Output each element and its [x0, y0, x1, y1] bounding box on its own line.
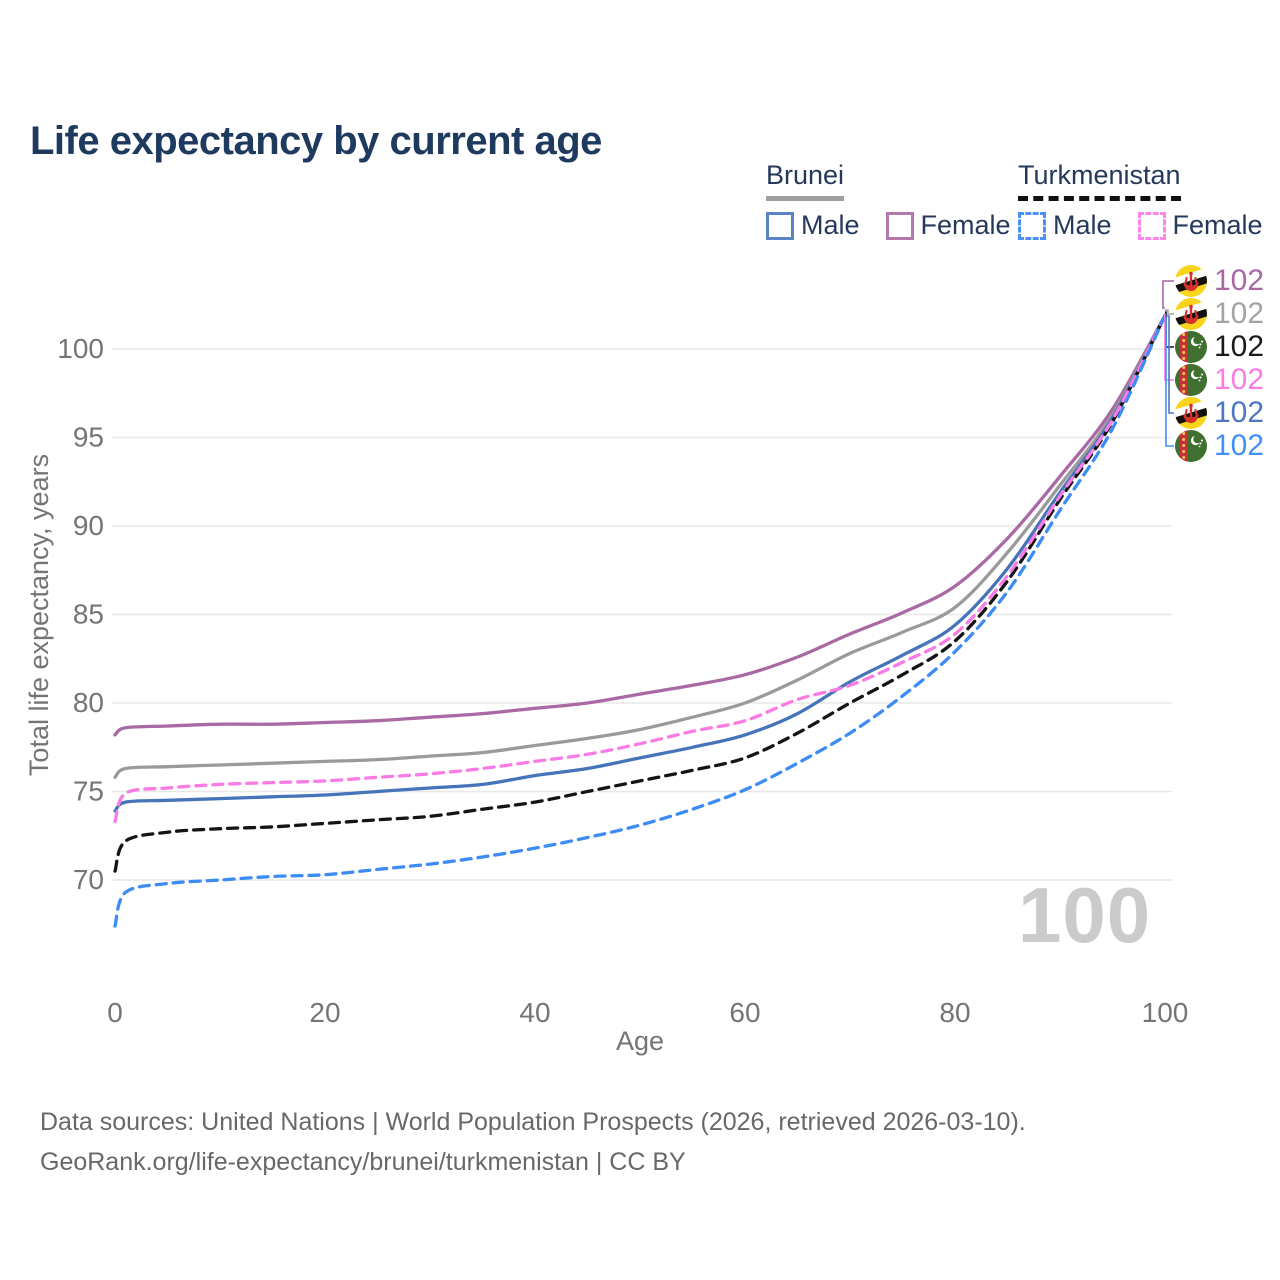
- brunei-flag-icon: [1175, 265, 1207, 297]
- legend-items-turkmenistan: Male Female: [1018, 210, 1263, 241]
- legend-country-turkmenistan[interactable]: Turkmenistan: [1018, 160, 1181, 201]
- turkmenistan-male-swatch-icon: [1018, 211, 1046, 240]
- x-axis-label: Age: [616, 1026, 664, 1056]
- y-tick-label: 85: [73, 599, 104, 630]
- legend-label: Male: [1053, 210, 1112, 240]
- end-label-turkmenistan-both-sexes: 102: [1175, 331, 1264, 363]
- turkmenistan-female-swatch-icon: [1137, 211, 1166, 240]
- turkmenistan-flag-icon: [1175, 430, 1207, 462]
- y-tick-label: 100: [57, 333, 104, 364]
- end-label-value: 102: [1214, 429, 1265, 462]
- legend-label: Female: [1172, 210, 1263, 240]
- y-tick-label: 80: [73, 687, 104, 718]
- legend-group-turkmenistan: Turkmenistan Male Female: [1018, 160, 1263, 241]
- line-turkmenistan-male: [113, 313, 1167, 928]
- legend-group-brunei: Brunei Male Female: [766, 160, 1011, 241]
- line-turkmenistan-both-sexes: [113, 313, 1167, 873]
- end-label-brunei-female: 102: [1175, 265, 1264, 297]
- brunei-flag-icon: [1175, 397, 1207, 429]
- leader-line: [1164, 314, 1174, 381]
- legend-country-brunei[interactable]: Brunei: [766, 160, 845, 201]
- end-label-brunei-both-sexes: 102: [1175, 298, 1264, 330]
- legend-item-turkmenistan-female[interactable]: Female: [1137, 210, 1263, 241]
- age-counter-watermark: 100: [1018, 871, 1152, 959]
- y-tick-label: 90: [73, 510, 104, 541]
- y-tick-label: 70: [73, 864, 104, 895]
- end-label-value: 102: [1214, 330, 1265, 363]
- x-tick-label: 100: [1142, 997, 1189, 1028]
- line-turkmenistan-female: [113, 313, 1167, 824]
- page-title: Life expectancy by current age: [30, 118, 602, 163]
- end-label-value: 102: [1214, 396, 1265, 429]
- turkmenistan-flag-icon: [1175, 364, 1207, 396]
- legend-items-brunei: Male Female: [766, 210, 1011, 241]
- x-tick-label: 0: [107, 997, 123, 1028]
- legend-item-brunei-female[interactable]: Female: [885, 210, 1011, 241]
- x-tick-label: 40: [519, 997, 550, 1028]
- leader-line: [1165, 317, 1174, 447]
- turkmenistan-flag-icon: [1175, 331, 1207, 363]
- x-tick-label: 60: [729, 997, 760, 1028]
- end-label-value: 102: [1214, 363, 1265, 396]
- x-tick-label: 20: [309, 997, 340, 1028]
- end-label-turkmenistan-female: 102: [1175, 364, 1264, 396]
- gridlines: 70 75 80 85 90 95 100: [57, 333, 1172, 895]
- legend-item-brunei-male[interactable]: Male: [766, 210, 860, 241]
- line-brunei-both-sexes: [113, 313, 1167, 779]
- legend-label: Female: [920, 210, 1011, 240]
- end-label-turkmenistan-male: 102: [1175, 430, 1264, 462]
- line-brunei-male: [113, 313, 1167, 813]
- end-label-value: 102: [1214, 297, 1265, 330]
- end-label-brunei-male: 102: [1175, 397, 1264, 429]
- footer-sources: Data sources: United Nations | World Pop…: [40, 1108, 1026, 1136]
- leader-line: [1165, 309, 1174, 315]
- end-label-value: 102: [1214, 264, 1265, 297]
- leader-line: [1165, 315, 1174, 414]
- x-tick-label: 80: [939, 997, 970, 1028]
- y-tick-label: 95: [73, 422, 104, 453]
- y-tick-label: 75: [73, 776, 104, 807]
- y-axis-label: Total life expectancy, years: [24, 454, 54, 776]
- legend-label: Male: [801, 210, 860, 240]
- brunei-flag-icon: [1175, 298, 1207, 330]
- brunei-male-swatch-icon: [766, 211, 794, 240]
- brunei-female-swatch-icon: [885, 211, 914, 240]
- line-brunei-female: [113, 313, 1167, 737]
- footer-url: GeoRank.org/life-expectancy/brunei/turkm…: [40, 1148, 686, 1176]
- leader-line: [1162, 280, 1174, 309]
- legend-item-turkmenistan-male[interactable]: Male: [1018, 210, 1112, 241]
